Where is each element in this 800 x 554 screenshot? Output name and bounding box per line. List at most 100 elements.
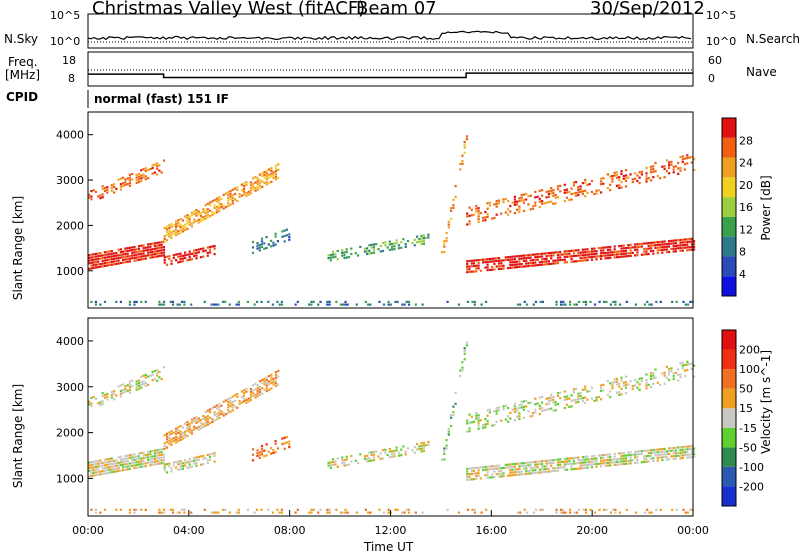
power-cell [622, 247, 625, 250]
velocity-cell [545, 408, 548, 411]
power-cell [156, 241, 159, 244]
velocity-cell [550, 464, 553, 467]
velocity-cell [457, 511, 460, 514]
power-cell [618, 186, 621, 190]
power-cell [618, 245, 621, 248]
velocity-cell [397, 451, 400, 454]
velocity-cell [133, 511, 136, 514]
velocity-cell [569, 508, 572, 511]
power-cell [124, 258, 127, 261]
power-cell [690, 248, 693, 251]
velocity-cell [509, 411, 512, 415]
velocity-cell [99, 459, 102, 462]
velocity-cell [470, 415, 473, 418]
velocity-cell [387, 511, 390, 514]
power-cell [556, 251, 560, 254]
power-cell [656, 175, 659, 178]
power-cell [649, 168, 653, 171]
power-cell [188, 253, 191, 256]
power-cell [272, 244, 275, 247]
power-cell [160, 243, 163, 246]
power-cell [454, 195, 457, 198]
velocity-cell [513, 473, 516, 477]
velocity-cell [168, 437, 171, 440]
power-cell [140, 255, 143, 258]
velocity-cell [570, 468, 573, 471]
power-cell [133, 245, 136, 249]
velocity-cell [326, 508, 329, 511]
power-cell [507, 267, 510, 270]
power-cell [638, 176, 641, 179]
velocity-cell [110, 457, 113, 460]
velocity-cell [520, 470, 523, 473]
velocity-cell [401, 511, 404, 514]
power-cell [231, 196, 234, 200]
power-cell [246, 300, 249, 303]
power-cell [577, 249, 580, 252]
velocity-cell [156, 379, 159, 383]
power-cell [88, 196, 91, 199]
velocity-cell [142, 451, 145, 454]
velocity-cell [190, 429, 193, 432]
velocity-cell [590, 463, 594, 466]
power-cell [475, 204, 478, 208]
velocity-cell [110, 471, 113, 474]
velocity-cell [350, 460, 353, 463]
velocity-cell [468, 475, 471, 478]
power-cell [520, 262, 523, 266]
velocity-cell [615, 380, 619, 383]
velocity-cell [663, 371, 666, 374]
velocity-cell [511, 468, 514, 471]
velocity-cell [538, 471, 541, 474]
velocity-cell [538, 396, 541, 399]
power-cell [504, 256, 507, 259]
velocity-cell [422, 447, 425, 450]
power-cell [172, 232, 175, 235]
power-cell [606, 173, 609, 176]
power-cell [568, 255, 571, 258]
velocity-cell [677, 451, 680, 455]
velocity-cell [124, 460, 127, 463]
velocity-cell [249, 390, 252, 393]
velocity-cell [147, 383, 150, 386]
velocity-cell [367, 511, 370, 514]
velocity-cell [579, 461, 582, 464]
velocity-cell [153, 457, 156, 460]
velocity-colorbar-tick-label: 200 [739, 344, 760, 357]
velocity-cell [677, 446, 680, 449]
velocity-cell [679, 451, 682, 454]
velocity-cell [283, 447, 286, 450]
power-cell [485, 300, 488, 303]
power-cell [486, 207, 489, 210]
power-cell [213, 253, 216, 256]
power-cell [484, 261, 487, 264]
velocity-cell [659, 456, 662, 459]
power-cell [486, 269, 489, 272]
velocity-cell [631, 384, 634, 388]
velocity-cell [263, 455, 266, 458]
velocity-cell [527, 402, 530, 405]
velocity-cell [468, 421, 471, 424]
velocity-cell [547, 402, 550, 405]
power-cell [645, 177, 648, 180]
power-cell [256, 180, 259, 183]
power-cell [541, 200, 544, 203]
velocity-cell [668, 452, 671, 455]
power-cell [247, 193, 250, 196]
velocity-cell [119, 464, 122, 467]
velocity-cell [618, 382, 621, 385]
velocity-cell [497, 467, 501, 470]
power-cell [144, 254, 147, 257]
power-cell [472, 213, 476, 216]
power-cell [115, 300, 118, 303]
velocity-colorbar-swatch [722, 388, 736, 409]
nsky-label: N.Sky [4, 32, 39, 46]
velocity-cell [686, 363, 689, 366]
power-cell [586, 250, 589, 254]
power-cell [181, 254, 184, 257]
power-cell [344, 303, 347, 306]
velocity-cell [133, 508, 136, 511]
power-cell [332, 250, 335, 253]
velocity-cell [308, 511, 311, 514]
velocity-cell [254, 393, 257, 396]
